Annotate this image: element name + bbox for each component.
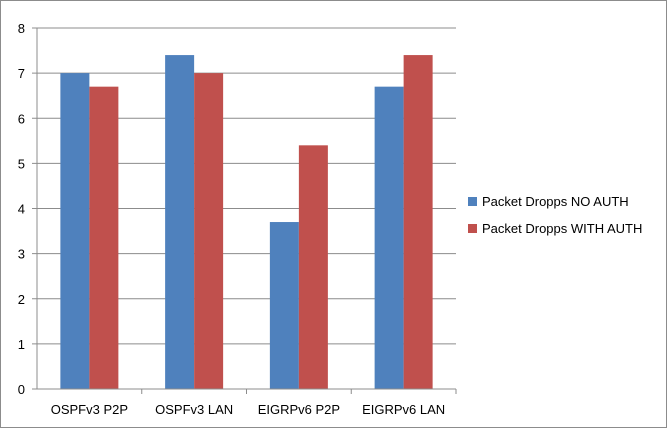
y-tick-label: 8 (18, 21, 25, 36)
legend-label: Packet Dropps NO AUTH (482, 194, 629, 209)
y-tick-label: 6 (18, 111, 25, 126)
y-tick-label: 4 (18, 202, 25, 217)
bar-with-auth (298, 145, 328, 389)
y-tick-label: 5 (18, 156, 25, 171)
x-tick-label: EIGRPv6 LAN (362, 402, 445, 417)
legend: Packet Dropps NO AUTH Packet Dropps WITH … (468, 194, 642, 236)
legend-swatch (468, 224, 477, 233)
bar-with-auth (89, 86, 119, 389)
legend-swatch (468, 197, 477, 206)
y-tick-label: 2 (18, 292, 25, 307)
axes (32, 27, 457, 394)
y-tick-label: 3 (18, 247, 25, 262)
y-tick-labels: 0 1 2 3 4 5 6 7 8 (18, 21, 25, 397)
x-tick-label: OSPFv3 P2P (51, 402, 128, 417)
y-tick-label: 7 (18, 66, 25, 81)
y-tick-label: 1 (18, 337, 25, 352)
bar-with-auth (403, 55, 433, 389)
bar-with-auth (194, 73, 224, 389)
x-tick-labels: OSPFv3 P2P OSPFv3 LAN EIGRPv6 P2P EIGRPv6 L… (51, 402, 445, 417)
bar-no-auth (374, 86, 404, 389)
x-tick-label: EIGRPv6 P2P (258, 402, 340, 417)
x-tick-label: OSPFv3 LAN (155, 402, 233, 417)
bar-no-auth (269, 222, 299, 389)
bars (60, 55, 433, 389)
bar-no-auth (165, 55, 195, 389)
y-tick-label: 0 (18, 382, 25, 397)
legend-label: Packet Dropps WITH AUTH (482, 221, 642, 236)
bar-no-auth (60, 73, 90, 389)
